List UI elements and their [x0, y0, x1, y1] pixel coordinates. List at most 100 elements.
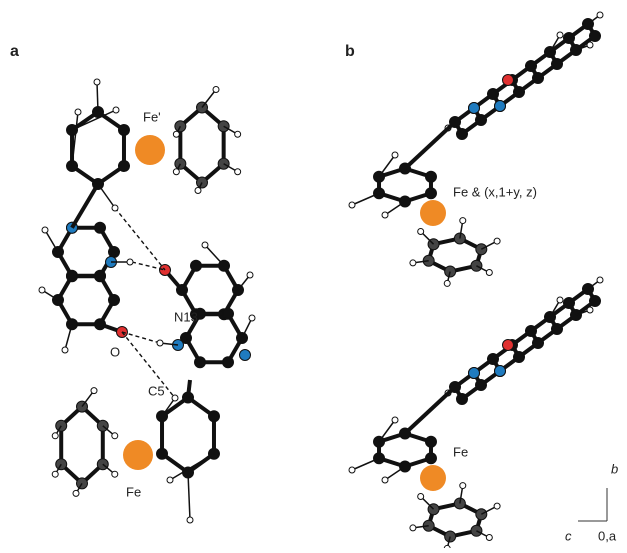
atom — [457, 129, 468, 140]
atom — [213, 87, 219, 93]
atom — [191, 260, 202, 271]
atom — [457, 394, 468, 405]
atom — [486, 270, 492, 276]
iron-atom — [420, 200, 446, 226]
atom — [62, 347, 68, 353]
atom — [109, 295, 120, 306]
atom — [476, 115, 487, 126]
atom — [187, 517, 193, 523]
bond — [385, 202, 405, 216]
atom — [195, 357, 206, 368]
atom — [382, 477, 388, 483]
atom — [240, 350, 251, 361]
atom — [425, 188, 436, 199]
atom — [157, 448, 168, 459]
atom — [349, 467, 355, 473]
atom — [39, 287, 45, 293]
atom — [418, 228, 424, 234]
bond — [97, 82, 98, 112]
atom — [425, 171, 436, 182]
iron-atom — [123, 440, 153, 470]
atom — [112, 471, 118, 477]
atom — [526, 61, 537, 72]
bond — [405, 387, 455, 434]
atom — [495, 366, 506, 377]
panel-b-molecule — [349, 277, 603, 548]
atom — [42, 227, 48, 233]
atom — [95, 270, 106, 281]
atom — [349, 202, 355, 208]
bond — [352, 458, 379, 470]
atom — [587, 42, 593, 48]
panel-a — [39, 79, 255, 523]
atom — [444, 280, 450, 286]
bond — [72, 184, 98, 228]
atom — [486, 535, 492, 541]
atom — [533, 73, 544, 84]
atom — [195, 188, 201, 194]
atom — [173, 169, 179, 175]
atom-label: Fe — [453, 444, 468, 459]
axis-label: c — [565, 528, 572, 543]
atom — [392, 417, 398, 423]
molecules — [39, 12, 603, 548]
axis-label: b — [611, 461, 618, 476]
atom — [56, 459, 67, 470]
atom — [526, 326, 537, 337]
atom — [494, 503, 500, 509]
iron-atom — [135, 135, 165, 165]
atom — [469, 103, 480, 114]
atom — [552, 324, 563, 335]
atom — [223, 357, 234, 368]
atom — [514, 352, 525, 363]
atom — [208, 411, 219, 422]
atom — [173, 131, 179, 137]
atom — [564, 33, 575, 44]
atom — [590, 296, 601, 307]
panel-label: a — [10, 43, 19, 60]
atom — [127, 259, 133, 265]
atom — [557, 32, 563, 38]
atom — [476, 380, 487, 391]
atom — [410, 525, 416, 531]
atom — [202, 242, 208, 248]
atom — [94, 79, 100, 85]
atom — [118, 161, 129, 172]
atom — [469, 368, 480, 379]
atom — [425, 436, 436, 447]
bond — [352, 193, 379, 205]
atom — [597, 277, 603, 283]
atom-label: N13 — [174, 309, 198, 324]
atom — [587, 307, 593, 313]
atom — [533, 338, 544, 349]
atom — [235, 169, 241, 175]
atom — [112, 433, 118, 439]
atom-label: Fe — [126, 484, 141, 499]
atom — [564, 298, 575, 309]
atom-label: C5 — [148, 383, 165, 398]
iron-atom — [420, 465, 446, 491]
atom — [597, 12, 603, 18]
panel-label: b — [345, 43, 355, 60]
atom — [56, 420, 67, 431]
atom — [223, 308, 234, 319]
atom — [410, 260, 416, 266]
atom — [235, 131, 241, 137]
axes-indicator: b c 0,a — [565, 461, 618, 543]
atom — [495, 101, 506, 112]
bond — [405, 122, 455, 169]
atom — [382, 212, 388, 218]
atom — [247, 272, 253, 278]
atom — [112, 205, 118, 211]
atom — [418, 493, 424, 499]
atom — [488, 354, 499, 365]
atom — [118, 125, 129, 136]
bond — [205, 245, 224, 266]
atom — [590, 31, 601, 42]
atom — [167, 477, 173, 483]
atom — [488, 89, 499, 100]
atom — [52, 471, 58, 477]
bond — [188, 473, 190, 521]
atom — [249, 315, 255, 321]
atom — [172, 395, 178, 401]
